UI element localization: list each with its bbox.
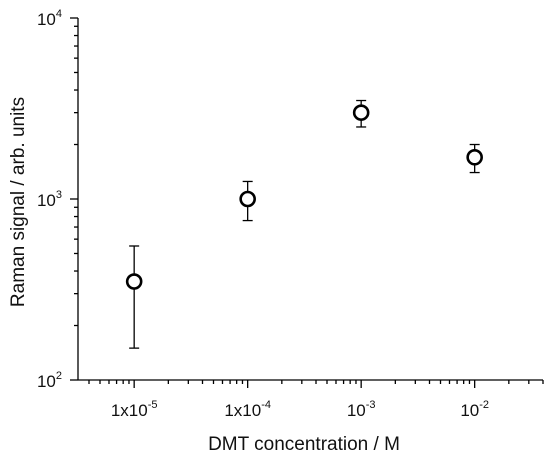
data-point (125, 273, 143, 290)
y-tick-label: 102 (37, 370, 62, 391)
data-point (466, 148, 483, 166)
axes (77, 18, 543, 381)
x-tick-label: 1x10-5 (111, 399, 158, 420)
y-tick-label: 104 (37, 8, 62, 29)
y-tick-label: 103 (37, 189, 62, 210)
x-tick-label: 10-2 (460, 399, 489, 420)
x-axis-title: DMT concentration / M (208, 434, 400, 455)
x-tick-label: 1x10-4 (224, 399, 271, 420)
data-point (352, 104, 370, 121)
y-axis-title: Raman signal / arb. units (8, 97, 29, 307)
data-point (239, 190, 256, 208)
ticks (70, 17, 544, 388)
error-bars (129, 99, 480, 349)
data-points (125, 104, 483, 290)
x-tick-label: 10-3 (347, 399, 376, 420)
tick-labels: 1x10-5 1x10-4 10-3 10-2 102 103 104 (37, 8, 489, 420)
